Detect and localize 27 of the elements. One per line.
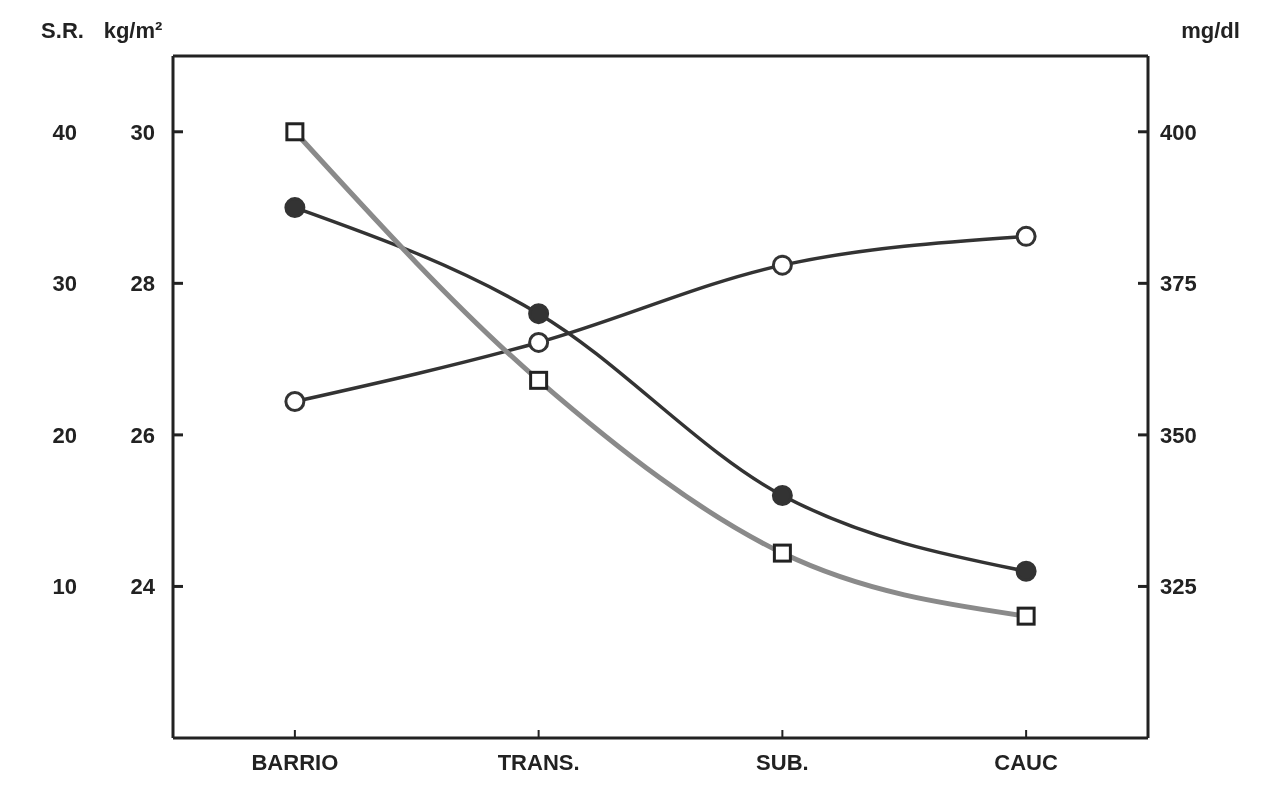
- point: [771, 254, 793, 276]
- y3-tick-label: 30: [52, 271, 77, 297]
- x-tick-label: TRANS.: [497, 749, 580, 775]
- point: [284, 391, 306, 413]
- point: [771, 485, 793, 507]
- y2-axis-title: mg/dl: [1181, 18, 1240, 43]
- y2-tick-label: 375: [1160, 271, 1197, 297]
- y-tick-label: 24: [130, 574, 156, 600]
- x-tick-label: SUB.: [756, 749, 809, 775]
- point: [528, 331, 550, 353]
- y-tick-label: 26: [130, 422, 155, 448]
- y3-tick-label: 40: [52, 119, 77, 145]
- y-axis-title: kg/m²: [103, 18, 163, 43]
- x-tick-label: BARRIO: [251, 749, 339, 775]
- y3-tick-label: 10: [52, 574, 77, 600]
- point: [284, 197, 306, 219]
- point: [1015, 225, 1037, 247]
- y3-axis-title: S.R.: [41, 18, 84, 43]
- y2-tick-label: 350: [1160, 422, 1197, 448]
- y2-tick-label: 400: [1160, 119, 1197, 145]
- y-tick-label: 30: [130, 119, 155, 145]
- point: [1015, 560, 1037, 582]
- y-tick-label: 28: [130, 271, 155, 297]
- y2-tick-label: 325: [1160, 574, 1197, 600]
- x-tick-label: CAUC: [994, 749, 1059, 775]
- y3-tick-label: 20: [52, 422, 77, 448]
- point: [528, 303, 550, 325]
